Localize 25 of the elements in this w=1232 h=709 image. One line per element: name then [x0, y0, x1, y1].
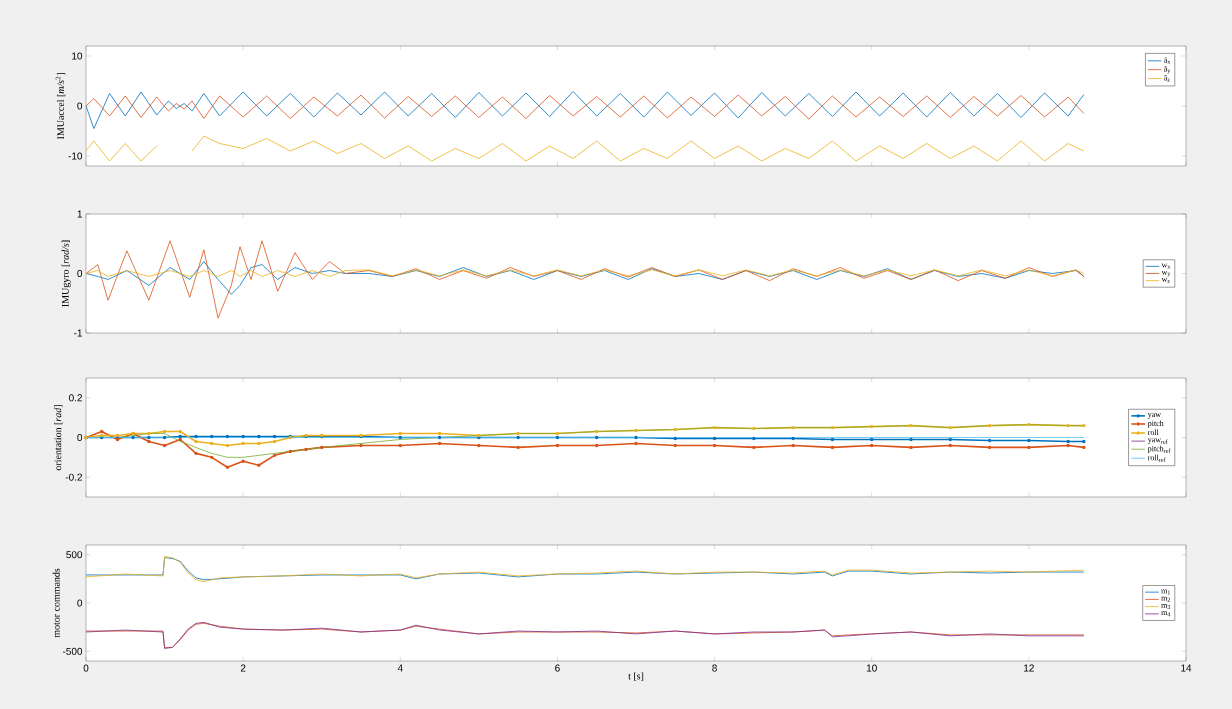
- x-tick-label: 14: [1181, 664, 1192, 672]
- y-tick-label: -500: [62, 647, 83, 655]
- x-tick-label: 12: [1024, 664, 1034, 672]
- y-tick-label: 0.2: [69, 394, 82, 402]
- y-tick-label: 500: [66, 551, 83, 559]
- y-tick-label: 0: [77, 433, 83, 442]
- x-tick-label: 4: [397, 664, 403, 672]
- y-tick-label: -0.2: [65, 473, 82, 481]
- y-tick-label: 0: [77, 269, 83, 278]
- y-axis-title: IMUaccel [m/s$^{2}$]: [55, 73, 66, 140]
- x-tick-label: 10: [866, 664, 877, 672]
- x-tick-label: 2: [240, 664, 246, 672]
- y-tick-label: -10: [68, 152, 83, 160]
- y-tick-label: 0: [77, 599, 83, 607]
- y-tick-label: 1: [77, 210, 82, 218]
- x-axis-title: t [s]: [628, 672, 644, 681]
- x-tick-label: 8: [712, 664, 717, 672]
- x-tick-label: 0: [83, 664, 89, 672]
- y-axis-title: motor commands: [52, 568, 60, 638]
- y-axis-title: orientation [rad]: [54, 405, 63, 471]
- x-tick-label: 6: [555, 664, 560, 672]
- y-tick-label: -1: [74, 329, 82, 337]
- y-tick-label: 0: [77, 102, 83, 110]
- y-axis-title: IMUgyro [rad/s]: [61, 240, 71, 307]
- y-tick-label: 10: [72, 52, 83, 60]
